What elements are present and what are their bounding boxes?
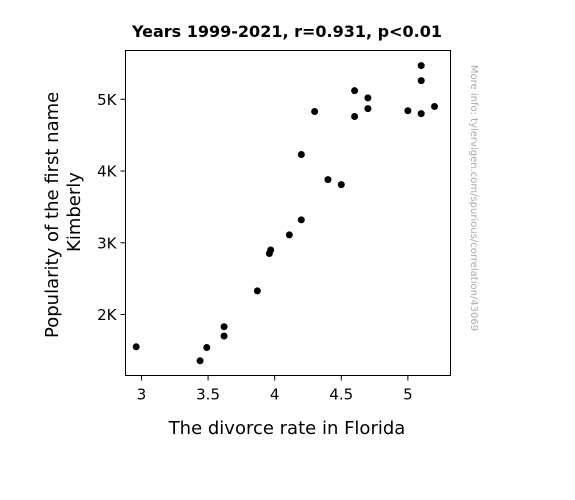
y-tick-label: 4K (97, 163, 118, 181)
data-point-18 (364, 105, 372, 113)
data-point-15 (351, 87, 359, 95)
data-point-9 (285, 231, 293, 239)
data-point-12 (311, 107, 319, 115)
y-axis-label: Popularity of the first name Kimberly (42, 86, 85, 338)
data-point-3 (203, 344, 211, 352)
data-point-17 (364, 94, 372, 102)
y-tick-label: 3K (97, 234, 118, 252)
data-point-1 (132, 343, 140, 351)
data-point-20 (417, 62, 425, 70)
x-tick-label: 3.5 (196, 386, 220, 404)
data-point-21 (417, 77, 425, 85)
y-tick-label: 2K (97, 306, 118, 324)
x-tick-label: 5 (403, 386, 413, 404)
x-tick-label: 4.5 (329, 386, 353, 404)
x-axis-label: The divorce rate in Florida (168, 418, 406, 439)
y-axis-ticks: 2K 3K 4K 5K (97, 91, 126, 324)
x-tick-label: 3 (137, 386, 147, 404)
data-point-19 (404, 107, 412, 115)
data-point-10 (297, 216, 305, 224)
plot-frame (125, 50, 451, 376)
data-point-14 (337, 181, 345, 189)
y-axis-label-line-1: Popularity of the first name (42, 92, 63, 338)
data-point-22 (417, 110, 425, 118)
x-tick-label: 4 (270, 386, 280, 404)
data-point-4 (220, 323, 228, 331)
chart-title: Years 1999-2021, r=0.931, p<0.01 (131, 22, 442, 41)
data-point-11 (297, 151, 305, 159)
y-tick-label: 5K (97, 91, 118, 109)
y-axis-label-line-2: Kimberly (64, 172, 85, 252)
data-point-23 (431, 102, 439, 110)
data-point-8 (267, 246, 275, 254)
x-axis-ticks: 3 3.5 4 4.5 5 (137, 375, 413, 404)
data-point-6 (253, 287, 261, 295)
data-point-2 (196, 357, 204, 365)
data-points (132, 62, 439, 365)
data-point-5 (220, 332, 228, 340)
watermark-text: More info: tylervigen.com/spurious/corre… (468, 65, 479, 331)
data-point-13 (324, 176, 332, 184)
data-point-16 (351, 113, 359, 120)
